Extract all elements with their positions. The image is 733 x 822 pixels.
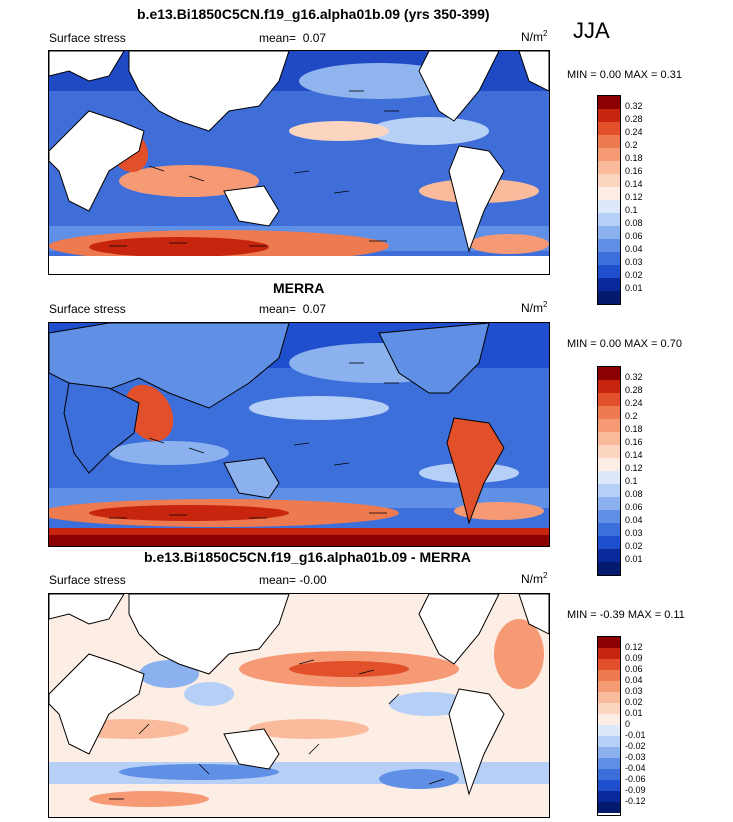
colorbar-tick: 0.02 — [625, 270, 643, 280]
colorbar-tick: 0.2 — [625, 411, 638, 421]
field-label: Surface stress — [49, 573, 126, 587]
season-label: JJA — [573, 18, 610, 43]
colorbar-tick: 0.08 — [625, 489, 643, 499]
min-max-readout: MIN = 0.00 MAX = 0.70 — [567, 338, 682, 350]
units-label: N/m2 — [521, 571, 548, 586]
colorbar-tick: 0.12 — [625, 642, 643, 652]
map-panel-model — [48, 50, 550, 275]
colorbar-tick: 0.03 — [625, 528, 643, 538]
colorbar-tick: -0.04 — [625, 763, 646, 773]
colorbar-difference — [597, 636, 621, 816]
panel-title: b.e13.Bi1850C5CN.f19_g16.alpha01b.09 (yr… — [137, 6, 490, 22]
units-label: N/m2 — [521, 29, 548, 44]
units-label: N/m2 — [521, 300, 548, 315]
colorbar-tick: 0.16 — [625, 166, 643, 176]
colorbar-tick: 0.03 — [625, 686, 643, 696]
colorbar-tick: 0.09 — [625, 653, 643, 663]
colorbar-tick: 0 — [625, 719, 631, 729]
wind-vectors — [109, 90, 399, 247]
colorbar-tick: 0.28 — [625, 385, 643, 395]
colorbar-tick: 0.01 — [625, 554, 643, 564]
map-panel-merra — [48, 322, 550, 547]
colorbar-tick: -0.09 — [625, 785, 646, 795]
mean-value: -0.00 — [299, 573, 327, 587]
colorbar-tick: 0.1 — [625, 476, 638, 486]
wind-vectors — [109, 362, 399, 519]
colorbar-tick: 0.02 — [625, 541, 643, 551]
colorbar-tick: 0.06 — [625, 664, 643, 674]
colorbar-tick: 0.04 — [625, 244, 643, 254]
field-label: Surface stress — [49, 302, 126, 316]
min-max-readout: MIN = -0.39 MAX = 0.11 — [567, 609, 685, 621]
colorbar-tick: -0.03 — [625, 752, 646, 762]
colorbar-tick: -0.02 — [625, 741, 646, 751]
mean-value: 0.07 — [302, 302, 327, 316]
colorbar-tick: 0.04 — [625, 515, 643, 525]
field-label: Surface stress — [49, 31, 126, 45]
colorbar-tick: 0.01 — [625, 283, 643, 293]
map-panel-difference — [48, 593, 550, 818]
colorbar-tick: 0.06 — [625, 502, 643, 512]
colorbar-tick: 0.04 — [625, 675, 643, 685]
colorbar-tick: 0.14 — [625, 450, 643, 460]
colorbar-tick: 0.18 — [625, 424, 643, 434]
panel-title: MERRA — [273, 280, 325, 296]
mean-value: 0.07 — [302, 31, 327, 45]
colorbar-tick: 0.14 — [625, 179, 643, 189]
colorbar-tick: 0.2 — [625, 140, 638, 150]
stress-field-map — [49, 51, 549, 274]
colorbar-tick: 0.12 — [625, 192, 643, 202]
stress-field-map — [49, 594, 549, 817]
colorbar-tick: 0.28 — [625, 114, 643, 124]
colorbar-tick: 0.18 — [625, 153, 643, 163]
min-max-readout: MIN = 0.00 MAX = 0.31 — [567, 69, 682, 81]
stress-field-map — [49, 323, 549, 546]
colorbar-tick: 0.32 — [625, 101, 643, 111]
colorbar-merra — [597, 366, 621, 576]
colorbar-tick: 0.12 — [625, 463, 643, 473]
colorbar-tick: 0.16 — [625, 437, 643, 447]
colorbar-tick: -0.12 — [625, 796, 646, 806]
colorbar-tick: 0.01 — [625, 708, 643, 718]
colorbar-tick: 0.24 — [625, 398, 643, 408]
wind-vectors — [109, 659, 445, 800]
colorbar-tick: 0.32 — [625, 372, 643, 382]
colorbar-tick: 0.24 — [625, 127, 643, 137]
colorbar-tick: 0.1 — [625, 205, 638, 215]
mean-label: mean= -0.00 — [259, 573, 327, 587]
colorbar-tick: -0.01 — [625, 730, 646, 740]
colorbar-tick: 0.08 — [625, 218, 643, 228]
colorbar-tick: 0.02 — [625, 697, 643, 707]
colorbar-tick: -0.06 — [625, 774, 646, 784]
colorbar-model — [597, 95, 621, 305]
colorbar-tick: 0.03 — [625, 257, 643, 267]
panel-title: b.e13.Bi1850C5CN.f19_g16.alpha01b.09 - M… — [144, 549, 471, 565]
mean-label: mean= 0.07 — [259, 31, 327, 45]
colorbar-tick: 0.06 — [625, 231, 643, 241]
mean-label: mean= 0.07 — [259, 302, 327, 316]
